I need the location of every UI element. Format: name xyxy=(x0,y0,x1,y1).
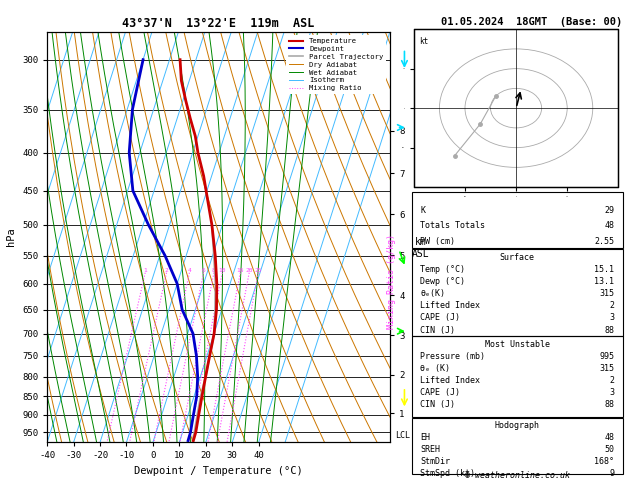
Text: kt: kt xyxy=(419,37,428,46)
Text: 9: 9 xyxy=(610,469,615,478)
Text: LCL: LCL xyxy=(396,431,411,440)
Text: 50: 50 xyxy=(604,445,615,454)
Text: 3: 3 xyxy=(610,313,615,323)
Title: 43°37'N  13°22'E  119m  ASL: 43°37'N 13°22'E 119m ASL xyxy=(123,17,314,31)
Text: 29: 29 xyxy=(604,206,615,215)
Bar xyxy=(412,249,623,336)
Text: 8: 8 xyxy=(212,268,216,273)
Legend: Temperature, Dewpoint, Parcel Trajectory, Dry Adiabat, Wet Adiabat, Isotherm, Mi: Temperature, Dewpoint, Parcel Trajectory… xyxy=(286,35,386,94)
Text: 48: 48 xyxy=(604,221,615,230)
Text: Mixing Ratio (g/kg): Mixing Ratio (g/kg) xyxy=(387,234,396,330)
Y-axis label: hPa: hPa xyxy=(6,227,16,246)
Text: StmDir: StmDir xyxy=(420,457,450,466)
Y-axis label: km
ASL: km ASL xyxy=(412,237,430,259)
Text: 168°: 168° xyxy=(594,457,615,466)
Text: Pressure (mb): Pressure (mb) xyxy=(420,351,486,361)
Text: 995: 995 xyxy=(599,351,615,361)
Text: 315: 315 xyxy=(599,364,615,373)
X-axis label: Dewpoint / Temperature (°C): Dewpoint / Temperature (°C) xyxy=(134,466,303,476)
Text: K: K xyxy=(420,206,425,215)
Text: 16: 16 xyxy=(237,268,244,273)
Text: Dewp (°C): Dewp (°C) xyxy=(420,277,465,286)
Text: θₑ (K): θₑ (K) xyxy=(420,364,450,373)
Text: CIN (J): CIN (J) xyxy=(420,400,455,409)
Text: 2: 2 xyxy=(610,376,615,385)
Text: Lifted Index: Lifted Index xyxy=(420,376,481,385)
Bar xyxy=(412,192,623,248)
Text: Surface: Surface xyxy=(500,253,535,262)
Text: CAPE (J): CAPE (J) xyxy=(420,388,460,397)
Text: Most Unstable: Most Unstable xyxy=(485,340,550,348)
Text: 25: 25 xyxy=(255,268,262,273)
Text: Totals Totals: Totals Totals xyxy=(420,221,486,230)
Bar xyxy=(412,418,623,474)
Text: 2.55: 2.55 xyxy=(594,237,615,246)
Text: 13.1: 13.1 xyxy=(594,277,615,286)
Text: 20: 20 xyxy=(245,268,253,273)
Text: θₑ(K): θₑ(K) xyxy=(420,289,445,298)
Text: 01.05.2024  18GMT  (Base: 00): 01.05.2024 18GMT (Base: 00) xyxy=(441,17,622,27)
Text: 3: 3 xyxy=(610,388,615,397)
Text: 88: 88 xyxy=(604,400,615,409)
Text: Hodograph: Hodograph xyxy=(495,421,540,431)
Text: EH: EH xyxy=(420,433,430,442)
Text: 10: 10 xyxy=(218,268,226,273)
Text: 2: 2 xyxy=(610,301,615,311)
Text: PW (cm): PW (cm) xyxy=(420,237,455,246)
Text: CAPE (J): CAPE (J) xyxy=(420,313,460,323)
Text: SREH: SREH xyxy=(420,445,440,454)
Text: 15.1: 15.1 xyxy=(594,265,615,274)
Text: 1: 1 xyxy=(143,268,147,273)
Text: 48: 48 xyxy=(604,433,615,442)
Text: 6: 6 xyxy=(202,268,206,273)
Text: Lifted Index: Lifted Index xyxy=(420,301,481,311)
Text: © weatheronline.co.uk: © weatheronline.co.uk xyxy=(465,471,569,480)
Text: 315: 315 xyxy=(599,289,615,298)
Text: 88: 88 xyxy=(604,326,615,334)
Text: Temp (°C): Temp (°C) xyxy=(420,265,465,274)
Text: 2: 2 xyxy=(165,268,169,273)
Text: CIN (J): CIN (J) xyxy=(420,326,455,334)
Text: 4: 4 xyxy=(187,268,191,273)
Text: StmSpd (kt): StmSpd (kt) xyxy=(420,469,476,478)
Bar xyxy=(412,336,623,417)
